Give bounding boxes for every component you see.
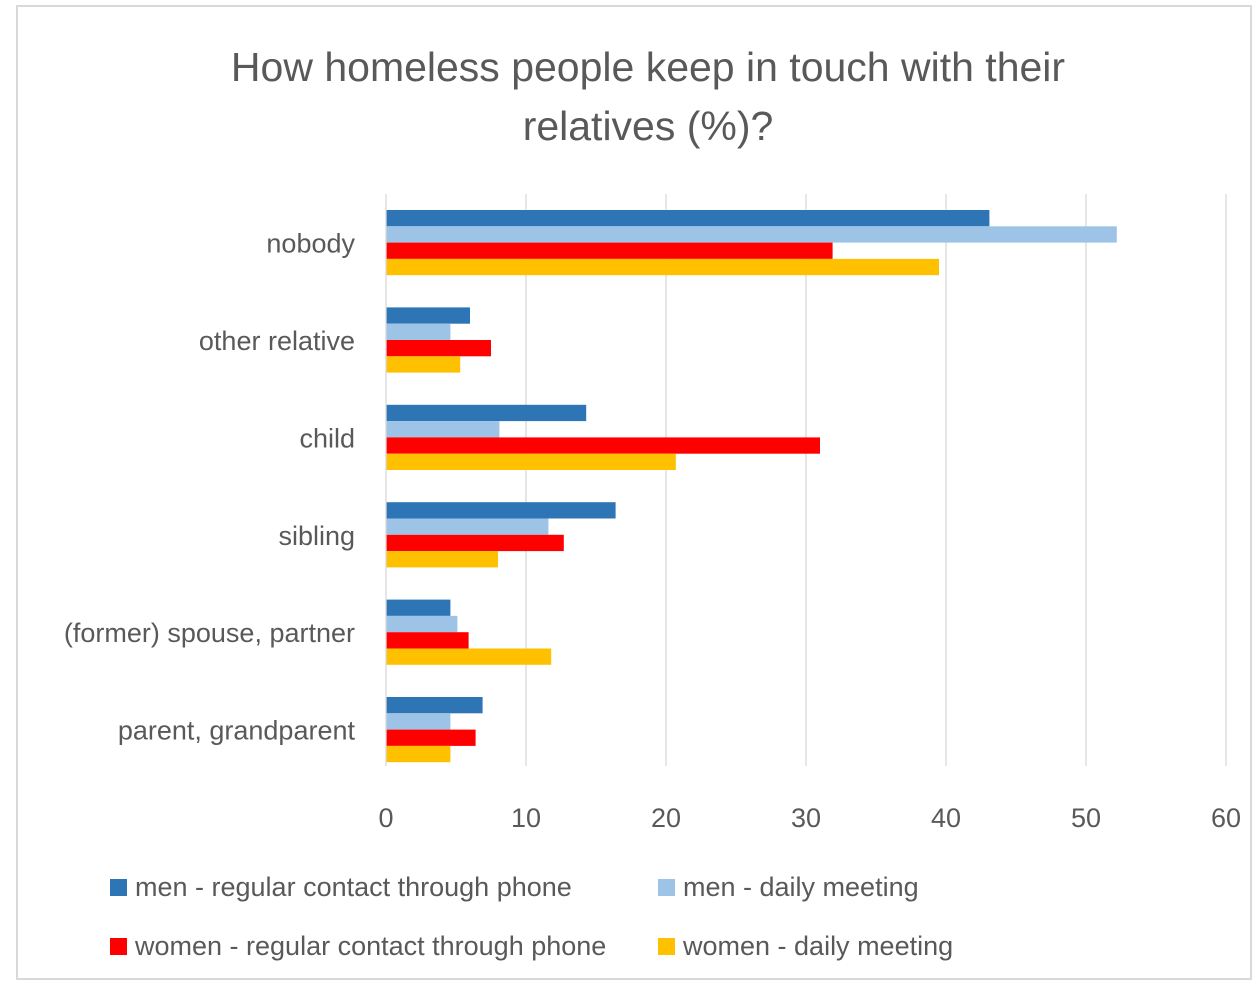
category-label-0: nobody [266,229,355,259]
bar-0-2 [386,242,833,259]
legend-label-men-phone: men - regular contact through phone [135,872,572,902]
bar-0-1 [386,226,1117,243]
bar-3-1 [386,518,549,535]
bar-0-0 [386,210,990,227]
bar-4-0 [386,599,451,616]
bar-3-2 [386,534,564,552]
bar-2-0 [386,404,587,422]
bar-2-1 [386,421,500,438]
bar-5-1 [386,713,451,730]
bar-5-2 [386,729,476,746]
tick-label-60: 60 [1211,803,1241,833]
bar-2-2 [386,437,820,454]
legend-swatch-women-daily [658,938,675,955]
tick-label-50: 50 [1071,803,1101,833]
tick-label-10: 10 [511,803,541,833]
tick-label-0: 0 [378,803,393,833]
tick-label-40: 40 [931,803,961,833]
category-label-2: child [299,423,355,453]
bar-4-1 [386,615,458,633]
category-label-4: (former) spouse, partner [64,618,355,648]
chart-title-line-1: How homeless people keep in touch with t… [230,44,1066,90]
bar-1-1 [386,323,451,340]
bar-3-3 [386,551,498,568]
chart-title: How homeless people keep in touch with t… [16,38,1260,156]
bar-5-3 [386,745,451,763]
bar-1-0 [386,307,470,324]
bar-3-0 [386,502,616,519]
tick-label-30: 30 [791,803,821,833]
legend-label-men-daily: men - daily meeting [683,872,919,902]
tick-label-20: 20 [651,803,681,833]
chart-title-line-2: relatives (%)? [522,103,774,149]
bar-0-3 [386,258,939,276]
legend-item-women-phone: women - regular contact through phone [110,931,606,962]
legend-item-men-phone: men - regular contact through phone [110,872,572,903]
legend-swatch-men-daily [658,879,675,896]
legend-item-women-daily: women - daily meeting [658,931,953,962]
legend-swatch-women-phone [110,938,127,955]
bar-4-2 [386,632,469,649]
category-label-3: sibling [278,521,355,551]
legend-label-women-phone: women - regular contact through phone [135,931,607,961]
category-label-5: parent, grandparent [118,716,356,746]
bar-5-0 [386,697,483,714]
bar-1-3 [386,356,461,373]
bar-4-3 [386,648,552,665]
bar-1-2 [386,340,491,357]
category-label-1: other relative [199,326,355,356]
bar-2-3 [386,453,676,470]
chart-frame [16,5,1252,980]
legend-label-women-daily: women - daily meeting [683,931,954,961]
legend-item-men-daily: men - daily meeting [658,872,919,903]
legend-swatch-men-phone [110,879,127,896]
